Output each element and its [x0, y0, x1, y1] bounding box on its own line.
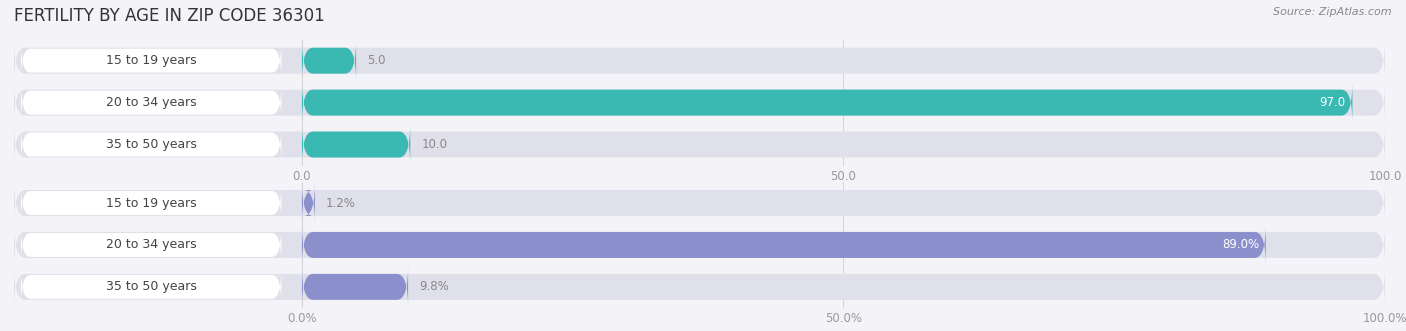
FancyBboxPatch shape: [302, 124, 411, 165]
FancyBboxPatch shape: [14, 224, 1385, 265]
Text: 97.0: 97.0: [1319, 96, 1346, 109]
FancyBboxPatch shape: [302, 224, 1265, 265]
FancyBboxPatch shape: [21, 85, 281, 120]
FancyBboxPatch shape: [14, 124, 1385, 165]
Text: FERTILITY BY AGE IN ZIP CODE 36301: FERTILITY BY AGE IN ZIP CODE 36301: [14, 7, 325, 24]
Text: 89.0%: 89.0%: [1222, 238, 1258, 252]
FancyBboxPatch shape: [21, 227, 281, 262]
Text: 35 to 50 years: 35 to 50 years: [105, 280, 197, 293]
FancyBboxPatch shape: [302, 182, 315, 223]
Text: 20 to 34 years: 20 to 34 years: [105, 238, 197, 252]
FancyBboxPatch shape: [14, 182, 1385, 223]
Text: 15 to 19 years: 15 to 19 years: [105, 197, 197, 210]
Text: 9.8%: 9.8%: [419, 280, 449, 293]
FancyBboxPatch shape: [21, 43, 281, 78]
FancyBboxPatch shape: [14, 266, 1385, 307]
Text: 35 to 50 years: 35 to 50 years: [105, 138, 197, 151]
FancyBboxPatch shape: [302, 266, 408, 307]
FancyBboxPatch shape: [14, 82, 1385, 123]
FancyBboxPatch shape: [302, 40, 356, 81]
FancyBboxPatch shape: [302, 82, 1353, 123]
Text: Source: ZipAtlas.com: Source: ZipAtlas.com: [1274, 7, 1392, 17]
Text: 1.2%: 1.2%: [326, 197, 356, 210]
FancyBboxPatch shape: [21, 186, 281, 220]
Text: 15 to 19 years: 15 to 19 years: [105, 54, 197, 67]
FancyBboxPatch shape: [21, 127, 281, 162]
FancyBboxPatch shape: [14, 40, 1385, 81]
Text: 20 to 34 years: 20 to 34 years: [105, 96, 197, 109]
FancyBboxPatch shape: [21, 269, 281, 304]
Text: 5.0: 5.0: [367, 54, 385, 67]
Text: 10.0: 10.0: [422, 138, 447, 151]
